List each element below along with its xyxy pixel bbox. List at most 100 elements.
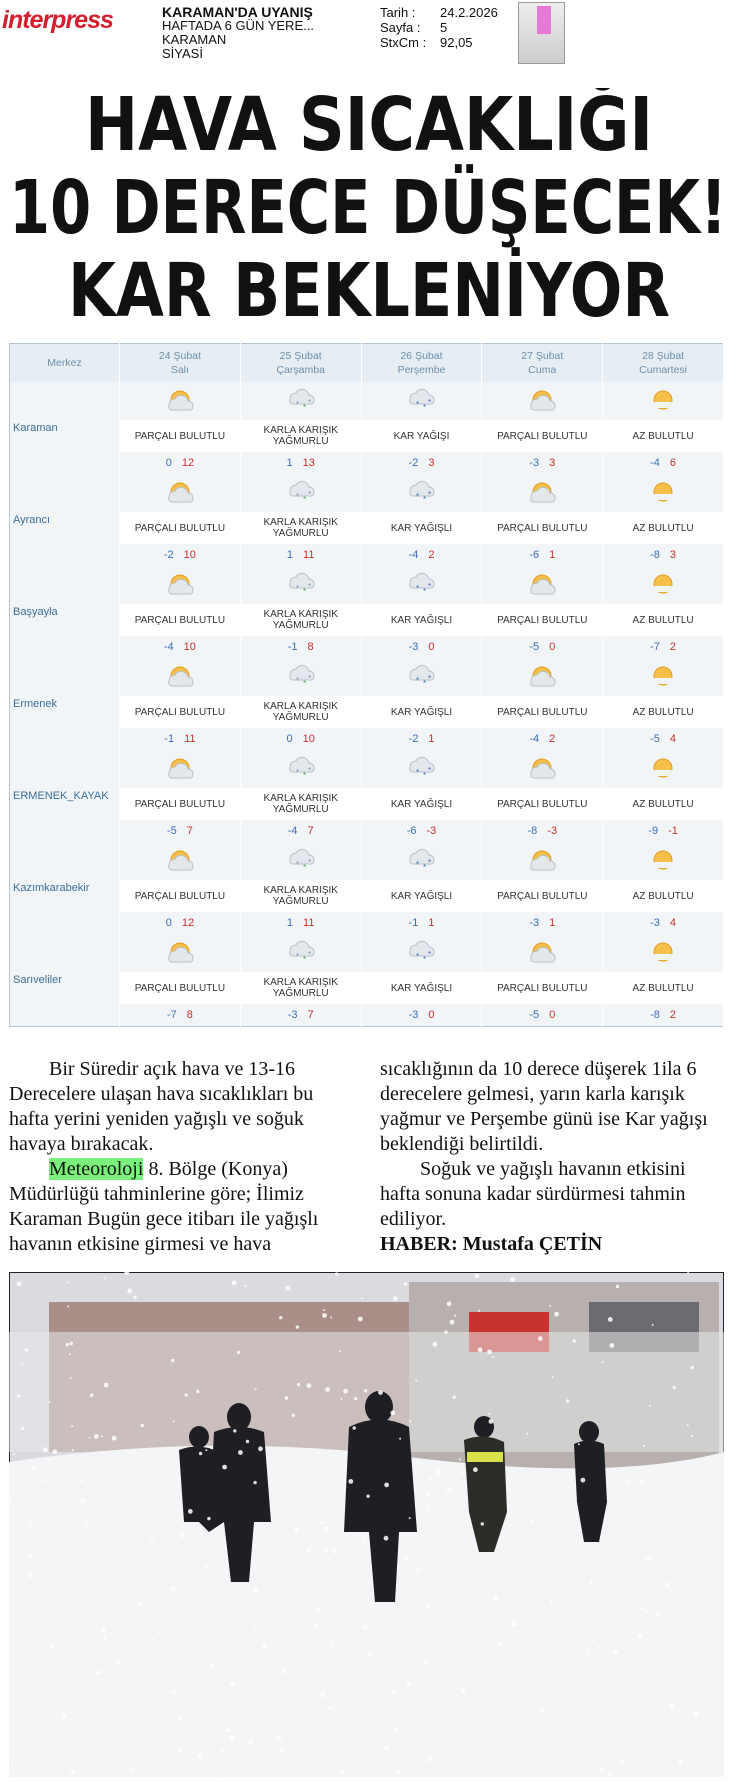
icon-flake: *	[308, 858, 311, 867]
snowflake	[444, 1330, 448, 1334]
day-name: Salı	[170, 364, 189, 376]
snowflake	[16, 1281, 22, 1287]
temp-high: 2	[669, 641, 677, 653]
person	[179, 1446, 224, 1532]
snowflake	[493, 1596, 499, 1602]
temps: -4 10	[119, 636, 241, 658]
snowflake	[488, 1419, 494, 1424]
snowflake	[366, 1494, 370, 1498]
icon-row: Başyayla * * * * * *	[9, 566, 724, 658]
logo: interpress	[2, 6, 114, 34]
temps: 1 11	[240, 544, 362, 566]
snowflake	[256, 1764, 258, 1767]
temps: 0 10	[240, 728, 362, 750]
weather-icon	[168, 758, 194, 778]
reflective-vest	[467, 1452, 503, 1462]
publication: KARAMAN'DA UYANIŞ	[162, 4, 313, 20]
day-date: 25 Şubat	[279, 350, 322, 362]
condition: KARLA KARIŞIK YAĞMURLU	[240, 604, 362, 636]
meta-value: 24.2.2026	[440, 5, 498, 20]
snowflake	[28, 1521, 32, 1525]
icon-flake: *	[428, 858, 431, 867]
snowflake	[637, 1634, 643, 1639]
temp-high: 1	[549, 917, 556, 929]
person	[365, 1391, 393, 1423]
condition: KAR YAĞIŞLI	[361, 788, 483, 820]
icon-flake: *	[416, 584, 419, 593]
snowflake	[103, 1277, 106, 1280]
snowflake	[329, 1706, 333, 1710]
snowflake	[599, 1766, 604, 1772]
snowflake	[404, 1556, 410, 1561]
icon-flake: *	[303, 495, 306, 504]
day-date: 27 Şubat	[521, 350, 564, 362]
paragraph-text: Soğuk ve yağışlı havanın etkisini hafta …	[380, 1158, 686, 1230]
temp-row: 0 12 1 13 -2 3 -3 3 -4 6	[10, 452, 724, 474]
temp-low: -7	[650, 641, 660, 653]
snowflake	[547, 1737, 549, 1740]
snowflake	[127, 1288, 132, 1294]
snowflake	[642, 1749, 645, 1752]
snowflake	[66, 1281, 69, 1284]
temps: -4 2	[361, 544, 483, 566]
icon-haze	[651, 585, 676, 592]
snowflake	[258, 1446, 263, 1452]
icon-cell	[119, 842, 241, 880]
temps: 0 12	[119, 912, 241, 934]
person	[344, 1419, 417, 1602]
snowflake	[693, 1711, 699, 1716]
icon-flake: *	[296, 768, 299, 777]
temp-low: 1	[286, 549, 294, 561]
temp-row: -5 7 -4 7 -6 -3 -8 -3 -9 -1	[10, 820, 724, 842]
weather-icon: * **	[409, 480, 435, 504]
temp-high: 8	[307, 641, 314, 653]
weather-icon: * **	[288, 572, 315, 596]
icon-cloud	[288, 756, 315, 772]
snowflake	[207, 1516, 211, 1521]
snowflake	[690, 1365, 694, 1370]
snowflake	[439, 1473, 442, 1476]
icon-flake: *	[296, 400, 299, 409]
snowflake	[549, 1304, 552, 1307]
condition: PARÇALI BULUTLU	[481, 604, 604, 636]
icon-flake: *	[423, 495, 426, 504]
snowflake	[238, 1450, 243, 1455]
snowflake	[399, 1437, 402, 1440]
snowflake	[415, 1732, 418, 1735]
snowflake	[664, 1582, 670, 1588]
temp-low: -3	[529, 917, 540, 929]
temp-low: -4	[163, 641, 174, 653]
snowflake	[171, 1358, 175, 1363]
temp-high: 1	[428, 733, 435, 745]
meta-label: Sayfa :	[380, 20, 421, 35]
frequency: HAFTADA 6 GÜN YERE...	[162, 18, 314, 33]
snowflake	[103, 1635, 107, 1640]
snowflake	[474, 1273, 480, 1279]
snowflake	[357, 1316, 363, 1322]
snowflake	[220, 1749, 225, 1753]
icon-flake: *	[428, 398, 431, 407]
icon-cloud	[409, 848, 435, 864]
icon-row: ERMENEK_KAYAK * * * * * *	[9, 750, 724, 842]
icon-cell: * * *	[240, 474, 362, 512]
icon-cloud	[288, 664, 315, 680]
temps: -8 3	[602, 544, 724, 566]
snowflake	[27, 1572, 33, 1578]
temp-low: -2	[408, 733, 419, 745]
day-date: 28 Şubat	[642, 350, 685, 362]
snowflake	[577, 1443, 580, 1446]
snowflake	[233, 1429, 237, 1433]
city-name: Ayrancı	[9, 474, 120, 566]
temp-row: -1 11 0 10 -2 1 -4 2 -5 4	[10, 728, 724, 750]
icon-cloud	[288, 388, 315, 404]
weather-icon	[168, 942, 194, 962]
snowflake	[73, 1496, 76, 1499]
icon-cloud	[409, 480, 435, 496]
icon-cloud	[409, 388, 435, 404]
condition: KARLA KARIŞIK YAĞMURLU	[240, 696, 362, 728]
snowflake	[446, 1301, 452, 1307]
snowflake	[322, 1313, 327, 1318]
snowflake	[391, 1689, 395, 1694]
snowflake	[140, 1423, 144, 1428]
